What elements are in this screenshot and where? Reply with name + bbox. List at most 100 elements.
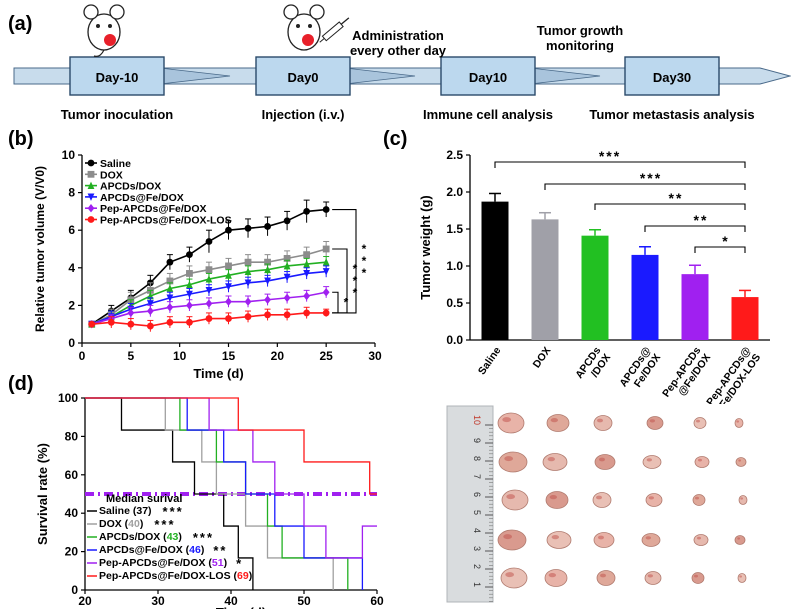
tumor-vessel [551,535,559,540]
data-point [264,265,271,274]
data-point [303,291,311,301]
tumor-sample [592,492,612,508]
legend-title: Median surival [106,493,182,505]
data-point [283,261,291,270]
legend-label: Pep-APCDs@Fe/DOX [100,203,207,215]
tumor-sample [501,489,529,511]
data-point [205,299,213,308]
data-point [264,223,271,230]
y-tick-label: 0.0 [446,333,463,347]
timeline-step-label: Immune cell analysis [423,107,553,122]
tumor-sample [693,534,709,546]
data-point [166,258,174,266]
x-tick-label: APCDs@Fe/DOX [617,345,663,396]
x-tick-label: Saline [476,345,504,377]
data-point [146,322,154,330]
tumor-sample [593,415,613,431]
data-point [88,320,96,328]
panel-a-letter: (a) [8,13,32,35]
timeline-step-label: Tumor inoculation [61,107,173,122]
x-tick-label: 10 [173,349,187,363]
legend-label: Saline (37) [99,505,152,517]
tumor-sample [646,416,664,430]
significance-bracket [644,225,746,232]
tumor-sample [497,412,525,434]
data-point [244,279,252,287]
y-tick-label: 40 [65,506,79,520]
data-point [186,301,193,310]
data-point [283,311,291,319]
significance-label: *** [362,242,367,280]
data-point [205,275,213,283]
data-point [322,206,330,213]
series-5 [88,306,330,332]
x-tick-label: APCDs/DOX [573,345,613,388]
data-point [264,295,271,304]
legend-label: APCDs/DOX [100,181,161,193]
data-point [264,277,271,285]
tumor-vessel [695,496,699,500]
tumor-vessel [502,417,511,423]
y-tick-label: 80 [65,429,79,443]
y-axis-label: Survival rate (%) [35,443,50,545]
significance-label: *** [154,517,175,532]
timeline-note: Administration every other day [350,28,447,58]
tumor-vessel [505,572,514,578]
survival-curve [85,397,334,590]
tumor-sample [498,451,528,473]
x-tick-label: 30 [368,349,382,363]
y-axis-label: Relative tumor volume (V/V0) [33,166,47,332]
legend-series-name: APCDs@Fe/DOX ( [99,544,190,556]
x-tick-label: 60 [370,594,384,608]
tumor-sample [593,532,615,548]
data-point [166,284,174,292]
tumor-sample [642,455,662,469]
ruler-label: 1 [472,582,482,587]
y-tick-label: 100 [58,391,78,405]
data-point [225,226,232,234]
bar [731,297,759,340]
legend-marker [87,159,95,167]
data-point [244,297,252,306]
data-point [225,262,232,270]
data-point [244,267,252,275]
legend-marker [87,170,95,178]
tumor-sample [546,531,572,549]
data-point [303,260,311,268]
panel-d-letter: (d) [8,373,34,395]
data-point [186,280,193,289]
ruler-label: 9 [472,438,482,443]
timeline-day-label: Day-10 [96,70,139,85]
data-point [186,318,193,326]
data-point [283,293,291,303]
x-tick-label: 25 [319,349,333,363]
y-tick-label: 2.5 [446,148,463,162]
significance-bracket [494,161,746,168]
y-tick-label: 1.5 [446,222,463,236]
significance-bracket [332,248,348,314]
legend-series-name: DOX ( [99,518,129,530]
significance-label: *** [193,530,214,545]
legend-median: 46 [189,544,201,556]
data-point [244,313,252,321]
timeline-note: Tumor growth monitoring [537,23,623,53]
legend-series-name: Pep-APCDs@Fe/DOX-LOS ( [99,570,238,582]
significance-bracket [594,203,746,210]
significance-label: ** [213,543,227,558]
legend-series-name: APCDs/DOX ( [99,531,167,543]
bar [631,254,659,340]
tumor-sample [644,571,662,585]
tumor-vessel [648,496,654,500]
timeline-step-label: Injection (i.v.) [262,107,345,122]
data-point [166,294,174,302]
data-point [225,315,232,322]
significance-bracket [544,183,746,190]
panel-a: (a) Day-10 Tumor inoculation Day0 Injection… [8,4,791,122]
y-tick-label: 20 [65,545,79,559]
tumor-sample [596,570,616,586]
panel-c-bar-chart: (c) 0.0 0.5 1.0 1.5 2.0 2.5 Tumor weight (g) Sa… [383,128,770,410]
ruler-label: 10 [472,415,482,425]
y-tick-label: 4 [68,261,75,275]
legend-label: APCDs@Fe/DOX (46) [99,544,204,556]
